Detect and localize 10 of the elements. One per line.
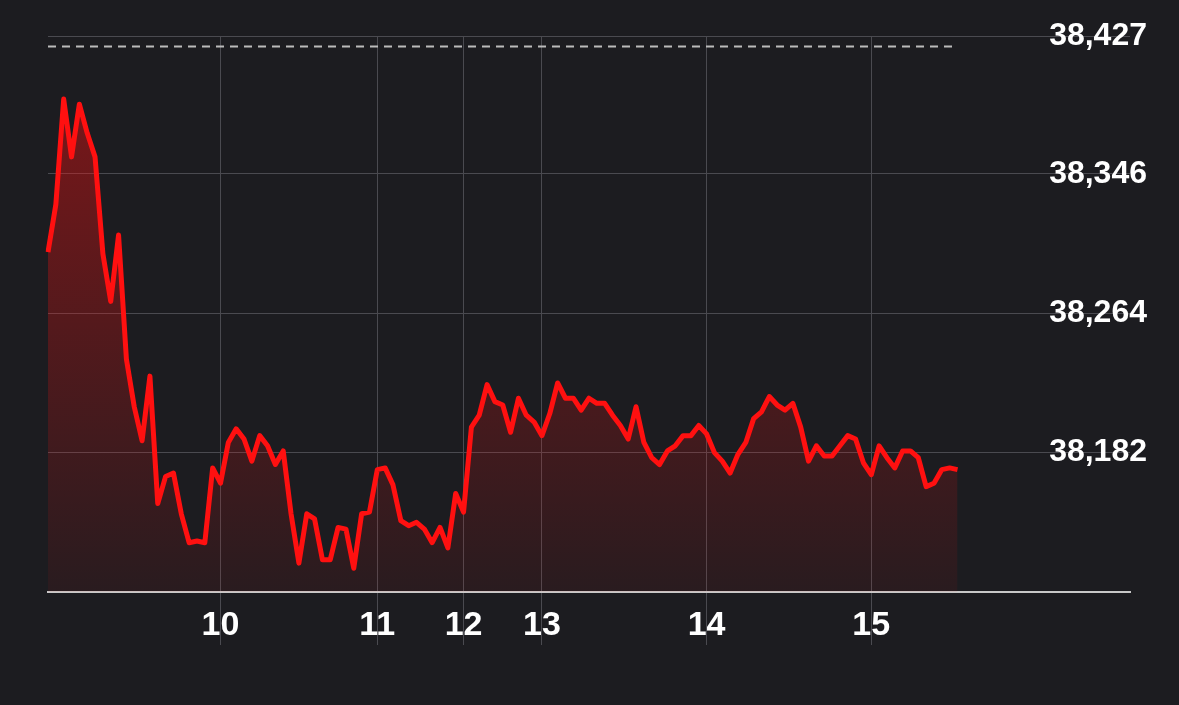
y-tick-label: 38,346: [1049, 153, 1147, 190]
y-tick-label: 38,427: [1049, 16, 1147, 53]
x-tick-label: 12: [444, 603, 483, 642]
x-tick-label: 15: [852, 603, 891, 642]
x-tick-label: 11: [359, 603, 396, 642]
x-tick-label: 10: [201, 603, 240, 642]
x-tick-label: 14: [687, 603, 726, 642]
y-tick-label: 38,264: [1049, 293, 1148, 330]
x-tick-label: 13: [523, 603, 561, 642]
y-tick-label: 38,182: [1049, 432, 1147, 469]
